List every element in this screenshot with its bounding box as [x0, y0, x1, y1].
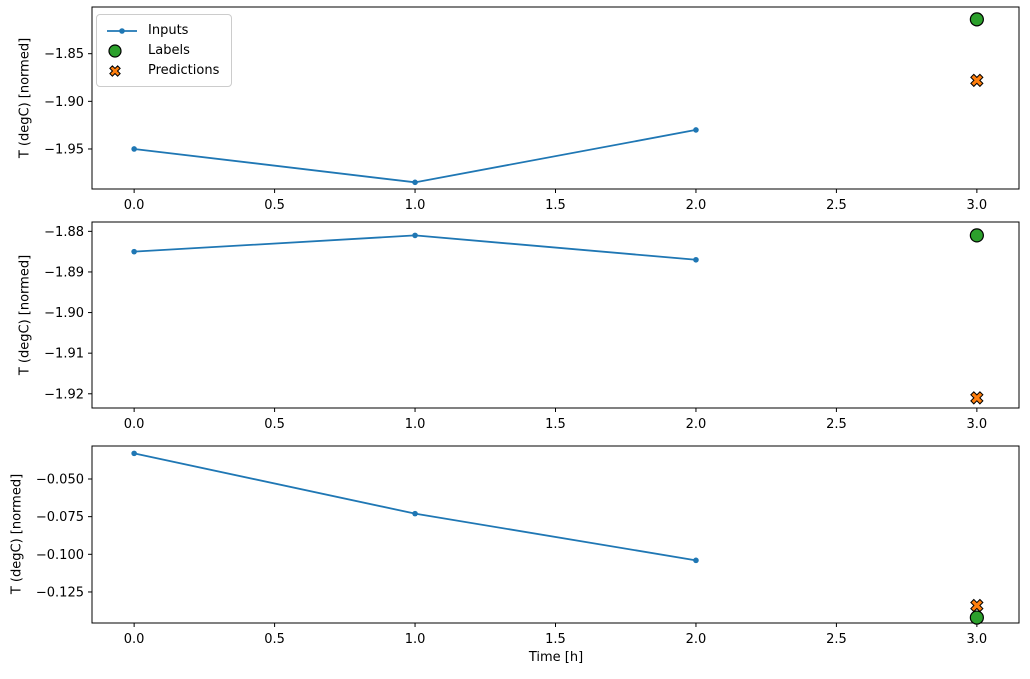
y-tick-label: −1.90 — [44, 306, 84, 321]
inputs-marker — [693, 127, 699, 133]
predictions-marker — [970, 73, 984, 88]
x-tick-label: 2.5 — [826, 417, 847, 432]
inputs-marker — [693, 557, 699, 564]
labels-marker — [969, 228, 984, 243]
predictions-marker — [970, 391, 984, 405]
legend-label-inputs: Inputs — [148, 23, 189, 38]
inputs-marker — [131, 450, 137, 457]
inputs-line — [134, 234, 697, 261]
x-tick-label: 0.5 — [264, 417, 285, 432]
x-tick-label: 1.0 — [405, 198, 426, 213]
y-axis-label-subplot-2: T (degC) [normed] — [17, 254, 33, 376]
x-tick-label: 0.0 — [124, 198, 145, 213]
inputs-marker — [131, 146, 137, 152]
y-tick-label: −0.125 — [36, 585, 84, 600]
plot-border — [91, 221, 1020, 409]
y-axis-label-subplot-1: T (degC) [normed] — [17, 37, 33, 159]
x-tick-label: 2.5 — [826, 198, 847, 213]
y-tick-label: −1.88 — [44, 225, 84, 240]
plot-border — [91, 445, 1020, 624]
x-tick-label: 1.5 — [545, 198, 566, 213]
inputs-marker — [412, 179, 418, 186]
inputs-line — [133, 452, 697, 562]
inputs-marker — [131, 248, 137, 255]
y-tick-label: −1.92 — [44, 387, 84, 402]
y-tick-label: −0.050 — [36, 472, 84, 487]
legend-label-labels: Labels — [148, 43, 190, 58]
legend-label-predictions: Predictions — [148, 63, 220, 78]
x-tick-label: 1.5 — [545, 417, 566, 432]
x-tick-label: 0.0 — [124, 632, 145, 647]
inputs-marker — [693, 256, 699, 263]
predictions-marker — [970, 598, 984, 613]
y-tick-label: −1.91 — [44, 347, 84, 362]
y-tick-label: −1.89 — [44, 265, 84, 280]
x-tick-label: 0.5 — [264, 632, 285, 647]
y-tick-label: −1.85 — [44, 47, 84, 62]
x-tick-label: 0.0 — [124, 417, 145, 432]
x-tick-label: 1.0 — [405, 417, 426, 432]
x-tick-label: 1.0 — [405, 632, 426, 647]
y-tick-label: −0.100 — [36, 548, 84, 563]
x-tick-label: 2.0 — [686, 632, 707, 647]
legend-item-inputs: Inputs — [105, 22, 219, 39]
legend-item-labels: Labels — [105, 42, 219, 59]
legend: Inputs Labels Predictions — [96, 14, 233, 87]
circle-icon — [108, 43, 122, 58]
labels-marker — [969, 610, 984, 625]
x-icon — [109, 64, 121, 77]
inputs-marker — [412, 510, 418, 517]
x-tick-label: 2.5 — [826, 632, 847, 647]
x-tick-label: 1.5 — [545, 632, 566, 647]
y-tick-label: −1.95 — [44, 142, 84, 157]
y-tick-label: −0.075 — [36, 510, 84, 525]
x-tick-label: 3.0 — [967, 417, 988, 432]
x-tick-label: 3.0 — [967, 632, 988, 647]
y-tick-label: −1.90 — [44, 95, 84, 110]
x-tick-label: 3.0 — [967, 198, 988, 213]
x-axis-label: Time [h] — [528, 650, 584, 665]
inputs-line — [134, 129, 697, 184]
y-axis-label-subplot-3: T (degC) [normed] — [9, 473, 25, 595]
line-dot-icon — [107, 27, 137, 34]
labels-marker — [969, 12, 984, 27]
legend-item-predictions: Predictions — [105, 62, 219, 79]
x-tick-label: 0.5 — [264, 198, 285, 213]
x-tick-label: 2.0 — [686, 198, 707, 213]
inputs-marker — [412, 232, 418, 239]
x-tick-label: 2.0 — [686, 417, 707, 432]
